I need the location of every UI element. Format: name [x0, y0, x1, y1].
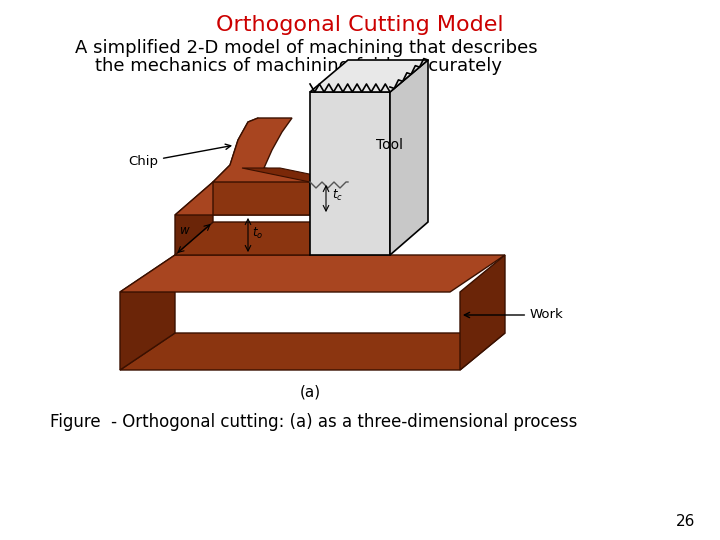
Text: A simplified 2-D model of machining that describes: A simplified 2-D model of machining that… — [75, 39, 538, 57]
Text: $t_c$: $t_c$ — [333, 187, 343, 202]
Text: $t_o$: $t_o$ — [253, 226, 264, 240]
Text: Tool: Tool — [377, 138, 403, 152]
Text: (a): (a) — [300, 384, 320, 400]
Polygon shape — [120, 255, 505, 292]
Polygon shape — [213, 118, 348, 182]
Polygon shape — [120, 333, 505, 370]
Text: $w$: $w$ — [179, 224, 191, 237]
Polygon shape — [310, 60, 428, 92]
Polygon shape — [175, 222, 348, 255]
Text: Chip: Chip — [128, 144, 230, 168]
Polygon shape — [390, 60, 428, 255]
Polygon shape — [310, 92, 390, 255]
Polygon shape — [175, 182, 213, 255]
Text: Figure  - Orthogonal cutting: (a) as a three‐dimensional process: Figure - Orthogonal cutting: (a) as a th… — [50, 413, 577, 431]
Polygon shape — [242, 168, 348, 182]
Text: 26: 26 — [675, 515, 695, 530]
Polygon shape — [120, 255, 175, 370]
Polygon shape — [460, 255, 505, 370]
Text: Work: Work — [464, 308, 564, 321]
Polygon shape — [175, 182, 348, 215]
Text: the mechanics of machining fairly accurately: the mechanics of machining fairly accura… — [95, 57, 502, 75]
Polygon shape — [213, 118, 310, 215]
Text: Orthogonal Cutting Model: Orthogonal Cutting Model — [216, 15, 504, 35]
